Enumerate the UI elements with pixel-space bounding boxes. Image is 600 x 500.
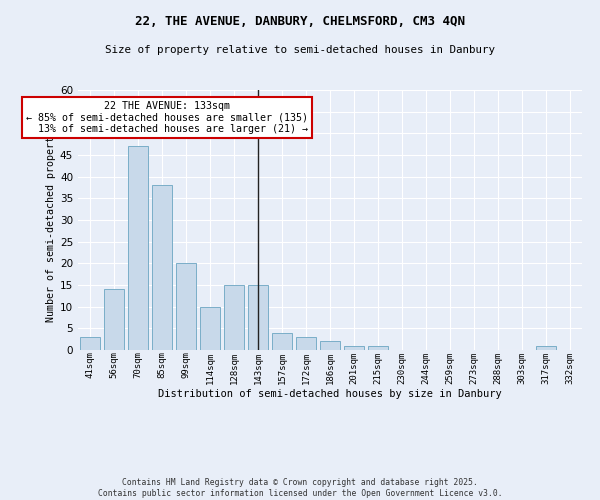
Bar bbox=[248, 285, 268, 350]
Y-axis label: Number of semi-detached properties: Number of semi-detached properties bbox=[46, 118, 56, 322]
Text: Size of property relative to semi-detached houses in Danbury: Size of property relative to semi-detach… bbox=[105, 45, 495, 55]
Bar bbox=[272, 332, 292, 350]
Text: 22 THE AVENUE: 133sqm
← 85% of semi-detached houses are smaller (135)
  13% of s: 22 THE AVENUE: 133sqm ← 85% of semi-deta… bbox=[26, 101, 308, 134]
Bar bbox=[344, 346, 364, 350]
Bar bbox=[320, 342, 340, 350]
Bar bbox=[80, 337, 100, 350]
Bar bbox=[128, 146, 148, 350]
Bar bbox=[296, 337, 316, 350]
X-axis label: Distribution of semi-detached houses by size in Danbury: Distribution of semi-detached houses by … bbox=[158, 389, 502, 399]
Bar bbox=[200, 306, 220, 350]
Bar bbox=[536, 346, 556, 350]
Text: Contains HM Land Registry data © Crown copyright and database right 2025.
Contai: Contains HM Land Registry data © Crown c… bbox=[98, 478, 502, 498]
Bar bbox=[368, 346, 388, 350]
Text: 22, THE AVENUE, DANBURY, CHELMSFORD, CM3 4QN: 22, THE AVENUE, DANBURY, CHELMSFORD, CM3… bbox=[135, 15, 465, 28]
Bar bbox=[104, 290, 124, 350]
Bar bbox=[224, 285, 244, 350]
Bar bbox=[152, 186, 172, 350]
Bar bbox=[176, 264, 196, 350]
